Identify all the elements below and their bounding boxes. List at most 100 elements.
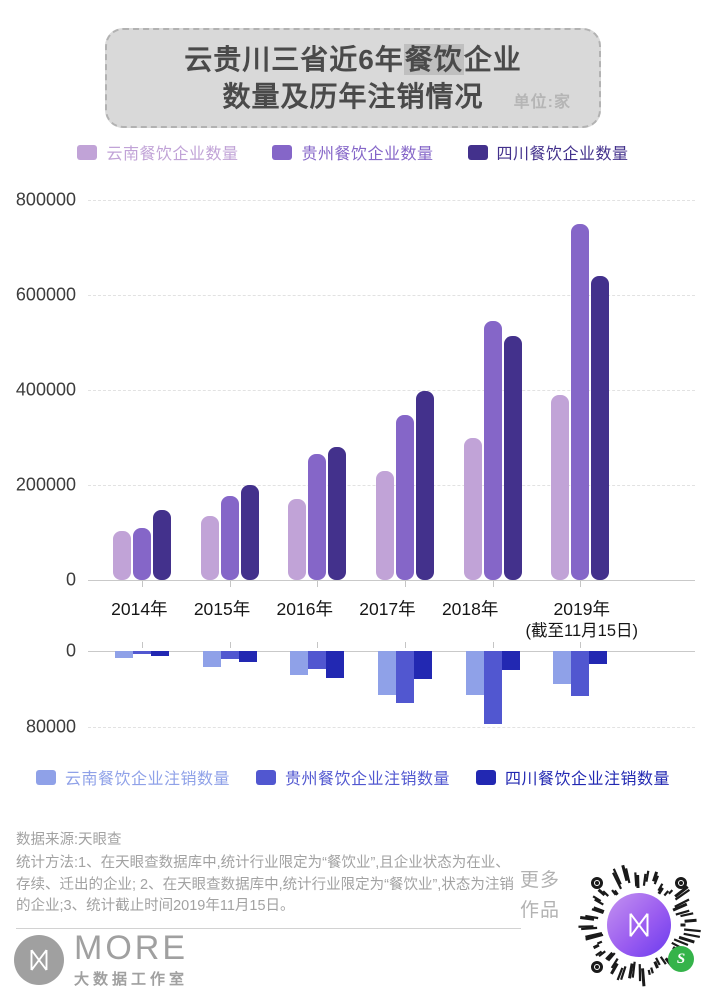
bar — [114, 651, 133, 658]
bar-group — [98, 200, 186, 587]
x-axis-category-label: 2015年 — [181, 598, 264, 642]
title-box: 云贵川三省近6年餐饮企业 数量及历年注销情况 单位:家 — [105, 28, 601, 128]
bar — [571, 223, 590, 580]
axis-tick — [317, 581, 319, 587]
bar — [551, 394, 570, 580]
category-year: 2016年 — [276, 599, 333, 619]
title-line1-pre: 云贵川三省近6年 — [184, 44, 404, 75]
legend-registered: 云南餐饮企业数量 贵州餐饮企业数量 四川餐饮企业数量 — [0, 140, 706, 164]
bar — [377, 651, 396, 695]
bar — [589, 651, 608, 665]
bar — [465, 651, 484, 695]
data-source-text: 数据来源:天眼查 — [16, 832, 122, 848]
bar — [571, 651, 590, 697]
axis-tick — [141, 642, 143, 648]
bar — [483, 651, 502, 725]
qr-eye-icon — [591, 961, 603, 973]
legend-color-chip — [255, 769, 276, 785]
axis-tick — [404, 581, 406, 587]
legend-label: 云南餐饮企业数量 — [106, 146, 239, 163]
bar — [132, 651, 151, 655]
bar-group — [536, 642, 624, 697]
bar — [326, 651, 345, 678]
brand-subtitle: 大数据工作室 — [74, 971, 189, 988]
legend-label: 四川餐饮企业数量 — [496, 146, 629, 163]
axis-tick — [317, 642, 319, 648]
axis-tick — [492, 581, 494, 587]
bar — [395, 651, 414, 704]
y-axis-tick-label: 0 — [65, 569, 76, 590]
title-line1-post: 企业 — [463, 44, 522, 75]
method-text: 统计方法:1、在天眼查数据库中,统计行业限定为“餐饮业”,且企业状态为在业、存续… — [16, 854, 514, 915]
bar — [501, 651, 520, 670]
bar-group — [361, 642, 449, 704]
bar — [290, 651, 309, 675]
legend-item: 四川餐饮企业数量 — [467, 140, 629, 164]
y-axis-tick-label: 800000 — [15, 189, 76, 210]
footer-notes: 数据来源:天眼查 统计方法:1、在天眼查数据库中,统计行业限定为“餐饮业”,且企… — [16, 830, 521, 929]
bar — [328, 447, 347, 580]
axis-tick — [404, 642, 406, 648]
bar — [288, 499, 307, 580]
legend-color-chip — [476, 769, 496, 785]
bar-group — [536, 200, 624, 587]
bar — [308, 454, 327, 580]
bar — [415, 390, 434, 580]
bar — [413, 651, 432, 679]
bar — [503, 336, 522, 580]
axis-tick — [492, 642, 494, 648]
bar-group — [361, 200, 449, 587]
x-axis-category-label: 2019年 (截至11月15日) — [526, 598, 638, 642]
category-year: 2018年 — [441, 599, 499, 619]
x-axis-category-label: 2016年 — [263, 598, 346, 642]
gridline — [88, 727, 695, 728]
bar — [202, 651, 221, 668]
x-axis-category-label: 2018年 — [429, 598, 512, 642]
qr-center-logo-icon — [607, 893, 671, 957]
category-year: 2017年 — [359, 599, 416, 619]
more-works-line1: 更多 — [520, 870, 561, 891]
x-axis-category-label: 2017年 — [346, 598, 429, 642]
bar-group — [273, 642, 361, 678]
bar — [553, 651, 572, 685]
legend-label: 四川餐饮企业注销数量 — [505, 771, 671, 788]
legend-item: 贵州餐饮企业注销数量 — [255, 765, 450, 789]
bar — [150, 651, 169, 657]
y-axis-tick-label: 400000 — [15, 379, 76, 400]
axis-tick — [141, 581, 143, 587]
bar-groups — [98, 200, 624, 587]
brand-mark-icon — [14, 935, 64, 985]
legend-item: 贵州餐饮企业数量 — [272, 140, 433, 164]
bar — [483, 321, 502, 580]
category-note: (截至11月15日) — [525, 621, 638, 640]
axis-tick — [580, 642, 582, 648]
title-line1-highlight: 餐饮 — [403, 44, 464, 75]
bar-group — [449, 200, 537, 587]
bar-group — [273, 200, 361, 587]
x-axis-category-label: 2014年 — [98, 598, 181, 642]
bar-group — [449, 642, 537, 725]
qr-eye-icon — [591, 877, 603, 889]
bar — [200, 515, 219, 580]
gridline — [88, 390, 695, 391]
bar — [238, 651, 257, 663]
axis-tick — [229, 642, 231, 648]
brand-logo: MORE 大数据工作室 — [14, 931, 188, 989]
category-year: 2019年 — [553, 599, 610, 619]
bar — [375, 471, 394, 580]
x-axis-labels: 2014年 2015年 2016年 2017年 2018年 2019年 (截至11月15日) — [98, 598, 638, 642]
brand-text: MORE 大数据工作室 — [74, 931, 188, 989]
legend-color-chip — [35, 769, 56, 785]
more-works-line2: 作品 — [520, 900, 561, 922]
bar — [308, 651, 327, 669]
legend-item: 四川餐饮企业注销数量 — [476, 765, 670, 789]
bar-group — [186, 642, 274, 668]
bar — [220, 496, 239, 580]
registered-count-chart: 800000 600000 400000 200000 0 — [0, 182, 706, 590]
brand-name: MORE — [74, 929, 188, 967]
legend-label: 云南餐饮企业注销数量 — [64, 771, 230, 788]
bar-groups — [98, 642, 624, 755]
axis-tick — [580, 581, 582, 587]
more-works-label: 更多 作品 — [520, 866, 560, 927]
